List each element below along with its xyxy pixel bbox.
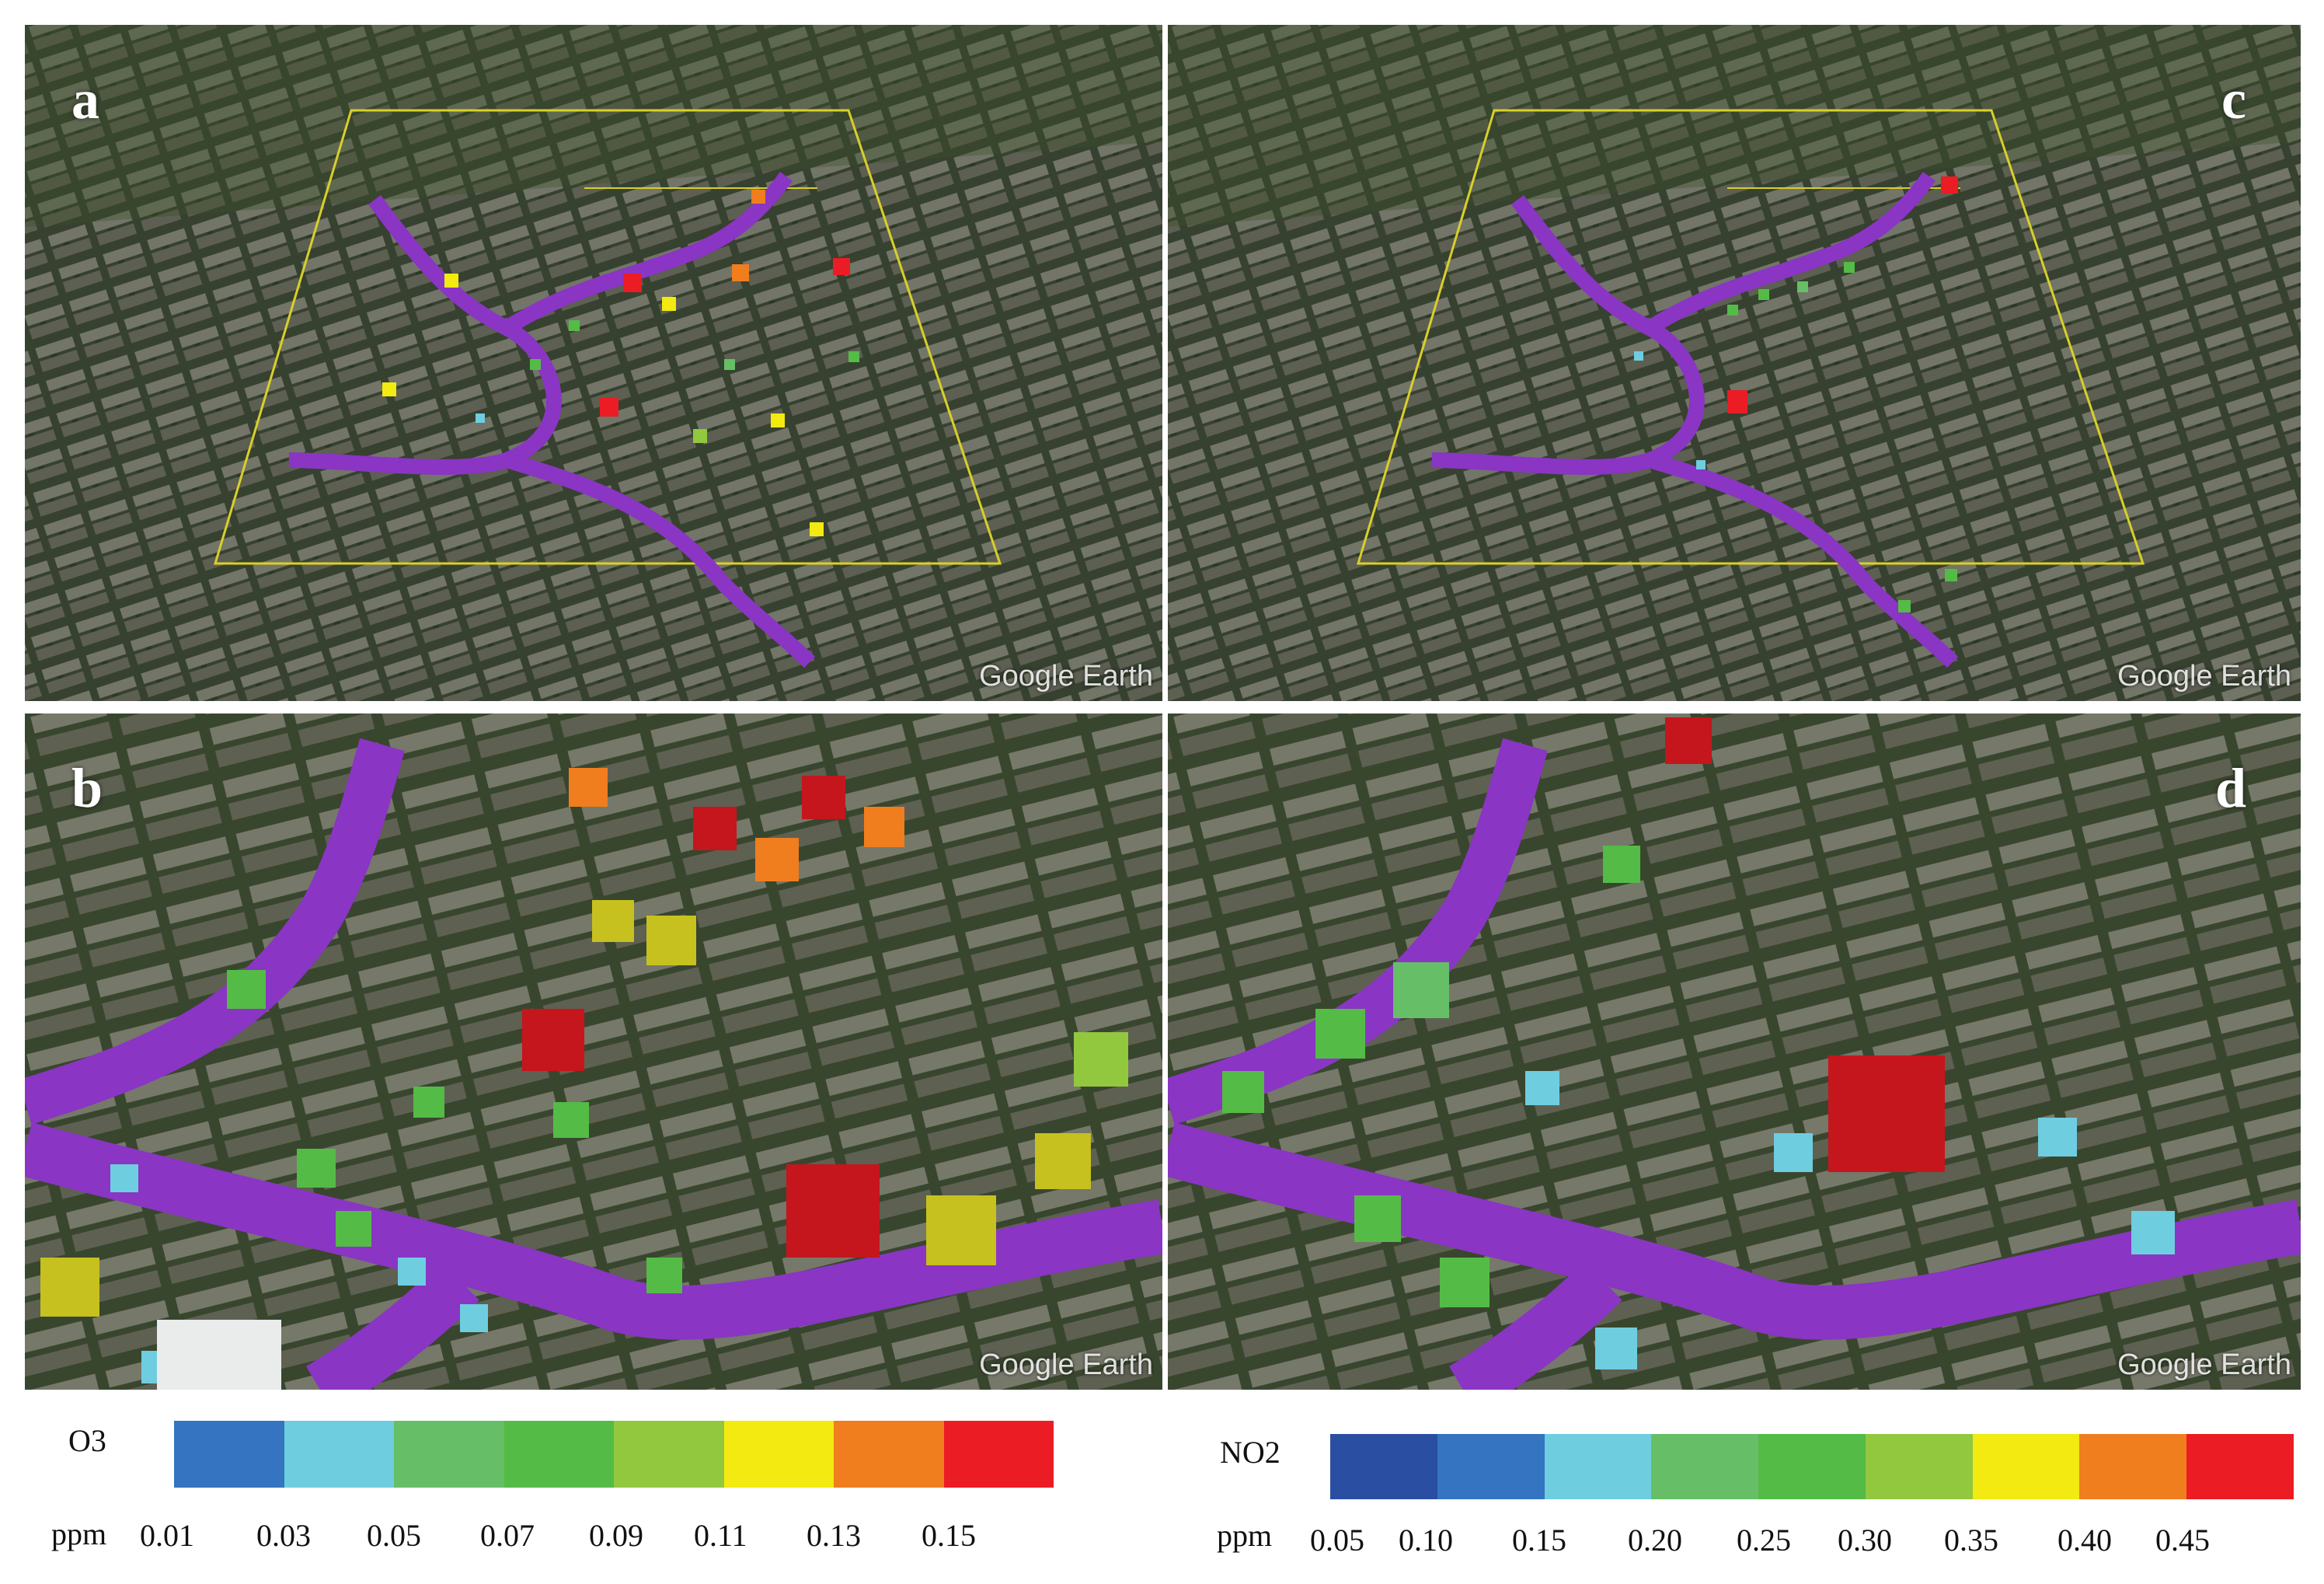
o3-markers-a: [382, 190, 859, 536]
legend-swatch: [1758, 1434, 1866, 1499]
panel-label: c: [2221, 68, 2246, 131]
aerial-map-a: [25, 25, 1162, 701]
google-earth-watermark: Google Earth: [979, 660, 1153, 693]
legend-tick-label: 0.25: [1737, 1523, 1791, 1558]
legend-swatch: [943, 1421, 1054, 1488]
legend-swatch: [614, 1421, 724, 1488]
legend-swatch: [723, 1421, 834, 1488]
legend-tick-label: 0.45: [2155, 1523, 2210, 1558]
aerial-map-c: [1168, 25, 2301, 701]
o3-cubes-b: [40, 768, 1128, 1383]
legend-tick-label: 0.15: [1512, 1523, 1566, 1558]
legend-color-bar: [1330, 1434, 2294, 1499]
legend-tick-label: 0.15: [922, 1518, 976, 1553]
legend-tick-label: 0.09: [589, 1518, 643, 1553]
panel-label: b: [71, 757, 103, 819]
legend-swatch: [1437, 1434, 1545, 1499]
panel-label: a: [71, 68, 99, 131]
legend-tick-label: 0.05: [367, 1518, 421, 1553]
legend-tick-label: 0.20: [1628, 1523, 1682, 1558]
panel-d-no2-street-view: d Google Earth: [1168, 713, 2301, 1390]
legend-swatch: [2079, 1434, 2187, 1499]
legend-swatch: [394, 1421, 504, 1488]
aerial-map-b: [25, 713, 1162, 1390]
legend-tick-label: 0.35: [1944, 1523, 1998, 1558]
aerial-map-d: [1168, 713, 2301, 1390]
legend-swatch: [284, 1421, 394, 1488]
legend-unit: ppm: [51, 1516, 107, 1551]
no2-cubes-d: [1222, 717, 2175, 1369]
legend-swatch: [2186, 1434, 2294, 1499]
google-earth-watermark: Google Earth: [2117, 660, 2291, 693]
no2-markers-c: [1634, 176, 1958, 612]
panel-a-o3-overview: a Google Earth: [25, 25, 1162, 701]
panel-label: d: [2214, 757, 2246, 819]
legend-swatch: [1865, 1434, 1973, 1499]
legend-unit: ppm: [1217, 1518, 1273, 1553]
google-earth-watermark: Google Earth: [2117, 1348, 2291, 1381]
legend-tick-label: 0.03: [256, 1518, 311, 1553]
legend-swatch: [1330, 1434, 1437, 1499]
panel-b-o3-street-view: b Google Earth: [25, 713, 1162, 1390]
legend-color-bar: [174, 1421, 1054, 1488]
legend-tick-label: 0.07: [480, 1518, 535, 1553]
legend-swatch: [834, 1421, 944, 1488]
legend-swatch: [503, 1421, 614, 1488]
legend-tick-label: 0.40: [2057, 1523, 2112, 1558]
legend-tick-label: 0.05: [1310, 1523, 1364, 1558]
legend-tick-labels: 0.01 0.03 0.05 0.07 0.09 0.11 0.13 0.15: [0, 1517, 1165, 1556]
legend-title: NO2: [1220, 1435, 1280, 1470]
legend-tick-label: 0.11: [694, 1518, 747, 1553]
legend-tick-label: 0.30: [1838, 1523, 1892, 1558]
legend-tick-label: 0.13: [807, 1518, 861, 1553]
legend-tick-label: 0.01: [140, 1518, 194, 1553]
panel-c-no2-overview: c Google Earth: [1168, 25, 2301, 701]
legend-swatch: [1544, 1434, 1652, 1499]
legend-swatch: [1651, 1434, 1759, 1499]
legend-tick-label: 0.10: [1399, 1523, 1453, 1558]
google-earth-watermark: Google Earth: [979, 1348, 1153, 1381]
legend-swatch: [174, 1421, 284, 1488]
legend-title: O3: [68, 1423, 106, 1458]
legend-tick-labels: 0.05 0.10 0.15 0.20 0.25 0.30 0.35 0.40 0.45: [0, 1522, 2324, 1561]
legend-swatch: [1972, 1434, 2080, 1499]
